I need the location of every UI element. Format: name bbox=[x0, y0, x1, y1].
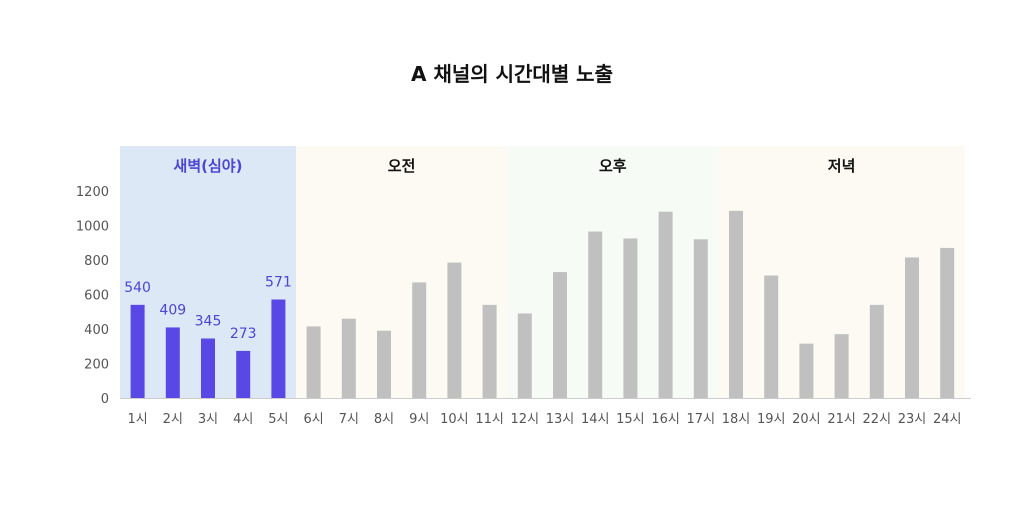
bar-13시 bbox=[553, 272, 567, 398]
x-tick-label: 13시 bbox=[546, 412, 575, 427]
bar-12시 bbox=[517, 313, 532, 398]
band-label-0: 새벽(심야) bbox=[174, 157, 243, 175]
x-tick-label: 7시 bbox=[339, 412, 359, 427]
bar-4시 bbox=[236, 350, 251, 398]
y-tick-label: 1200 bbox=[76, 185, 109, 200]
data-label-4시: 273 bbox=[230, 326, 257, 342]
x-tick-label: 5시 bbox=[268, 412, 288, 427]
bar-24시 bbox=[940, 247, 955, 398]
chart-title: A 채널의 시간대별 노출 bbox=[411, 62, 613, 86]
band-2 bbox=[507, 146, 719, 398]
x-tick-label: 18시 bbox=[722, 412, 751, 427]
bar-11시 bbox=[482, 304, 497, 398]
bar-15시 bbox=[623, 238, 638, 398]
bar-21시 bbox=[834, 334, 849, 398]
y-tick-label: 400 bbox=[84, 323, 109, 338]
bar-16시 bbox=[658, 211, 673, 398]
x-tick-label: 6시 bbox=[303, 412, 323, 427]
x-tick-label: 19시 bbox=[757, 412, 786, 427]
x-tick-label: 9시 bbox=[409, 412, 429, 427]
band-label-1: 오전 bbox=[388, 157, 416, 175]
data-label-3시: 345 bbox=[195, 313, 222, 329]
x-tick-label: 15시 bbox=[616, 412, 645, 427]
bar-22시 bbox=[869, 304, 884, 398]
bar-23시 bbox=[905, 257, 919, 398]
x-tick-label: 3시 bbox=[198, 412, 218, 427]
x-tick-label: 8시 bbox=[374, 412, 394, 427]
x-tick-label: 1시 bbox=[127, 412, 147, 427]
band-1 bbox=[296, 146, 508, 398]
data-label-1시: 540 bbox=[124, 280, 151, 296]
x-tick-label: 24시 bbox=[933, 412, 962, 427]
bar-10시 bbox=[447, 262, 462, 398]
bar-14시 bbox=[588, 231, 603, 398]
bar-9시 bbox=[412, 282, 427, 398]
x-tick-label: 21시 bbox=[827, 412, 856, 427]
y-tick-label: 600 bbox=[84, 289, 109, 304]
bars bbox=[130, 210, 955, 398]
y-tick-label: 800 bbox=[84, 254, 109, 269]
time-bands: 새벽(심야) 오전 오후 저녁 bbox=[120, 146, 965, 398]
y-tick-label: 1000 bbox=[76, 220, 109, 235]
bar-6시 bbox=[306, 326, 321, 398]
data-labels: 540 409 345 273 571 bbox=[124, 275, 292, 342]
band-label-2: 오후 bbox=[599, 157, 627, 175]
bar-2시 bbox=[165, 327, 180, 398]
x-tick-label: 23시 bbox=[898, 412, 927, 427]
bar-3시 bbox=[201, 338, 215, 398]
band-label-3: 저녁 bbox=[828, 157, 856, 175]
x-tick-label: 11시 bbox=[475, 412, 504, 427]
x-tick-label: 4시 bbox=[233, 412, 253, 427]
x-tick-label: 20시 bbox=[792, 412, 821, 427]
bar-17시 bbox=[693, 239, 708, 398]
bar-19시 bbox=[764, 275, 779, 398]
x-tick-label: 2시 bbox=[163, 412, 183, 427]
y-tick-label: 200 bbox=[84, 358, 109, 373]
x-tick-label: 17시 bbox=[687, 412, 716, 427]
bar-5시 bbox=[271, 299, 286, 398]
x-tick-label: 16시 bbox=[651, 412, 680, 427]
x-tick-label: 12시 bbox=[511, 412, 540, 427]
x-tick-label: 10시 bbox=[440, 412, 469, 427]
bar-8시 bbox=[377, 330, 391, 398]
bar-20시 bbox=[799, 343, 814, 398]
x-axis: 1시 2시 3시 4시 5시 6시 7시 8시 9시 10시 11시 12시 13시 14시 15시 16시 1… bbox=[120, 398, 971, 427]
y-tick-label: 0 bbox=[101, 392, 109, 407]
data-label-2시: 409 bbox=[159, 302, 186, 318]
x-tick-label: 22시 bbox=[863, 412, 892, 427]
bar-7시 bbox=[341, 318, 356, 398]
bar-18시 bbox=[729, 210, 743, 398]
bar-1시 bbox=[130, 304, 145, 398]
data-label-5시: 571 bbox=[265, 275, 292, 291]
x-tick-label: 14시 bbox=[581, 412, 610, 427]
y-axis: 0 200 400 600 800 1000 1200 bbox=[76, 185, 109, 407]
